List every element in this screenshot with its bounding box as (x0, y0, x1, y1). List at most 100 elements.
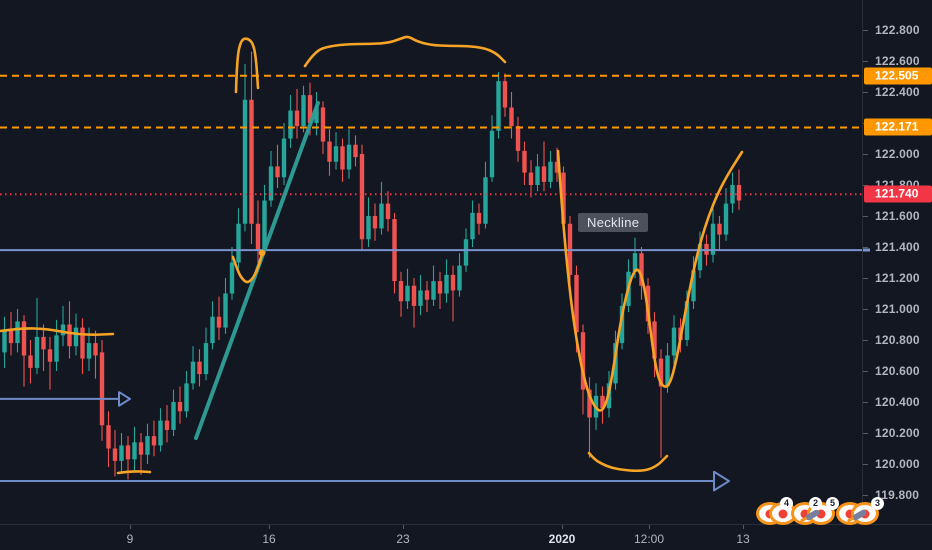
candle-body (138, 442, 144, 455)
time-axis-label: 13 (736, 532, 750, 546)
candle-body (288, 110, 293, 139)
candle-body (86, 343, 92, 359)
resistance-upper-price-badge[interactable]: 122.505 (864, 67, 932, 85)
price-tick (863, 495, 868, 496)
candle-body (184, 383, 189, 412)
candle-body (275, 166, 280, 178)
candle-body (216, 316, 222, 328)
candle-body (73, 327, 79, 347)
price-tick (863, 371, 868, 372)
candle-body (145, 436, 150, 455)
candle-body (405, 285, 410, 302)
candle-body (522, 150, 527, 173)
candle-body (112, 448, 118, 461)
time-axis-label: 9 (126, 532, 134, 546)
time-tick (649, 525, 650, 529)
candle-body (28, 355, 33, 368)
candle-body (210, 316, 215, 344)
candle-body (697, 243, 703, 271)
candle-body (301, 95, 306, 127)
price-tick (863, 185, 868, 186)
candle-body (132, 442, 137, 460)
price-axis-label: 119.800 (875, 488, 920, 502)
candle-body (665, 355, 670, 387)
price-axis-label: 122.800 (875, 23, 920, 37)
candle-body (528, 172, 534, 185)
candle-body (613, 343, 618, 384)
candle-body (158, 420, 163, 446)
candle-body (15, 321, 20, 344)
candle-body (476, 212, 482, 224)
spike-cap-drawing[interactable] (234, 37, 260, 94)
candle-body (496, 81, 501, 131)
time-tick (130, 525, 131, 529)
candle-body (730, 185, 735, 204)
top-brace-drawing[interactable] (303, 35, 507, 68)
candle-body (2, 330, 7, 353)
candle-body (80, 327, 85, 359)
neckline-price-price-badge[interactable]: 121.740 (864, 185, 932, 203)
candle-body (314, 107, 319, 123)
candle-body (444, 274, 449, 294)
candle-body (548, 161, 553, 182)
candle-body (190, 361, 196, 384)
left-wave-drawing[interactable] (0, 327, 115, 336)
candle-body (203, 343, 209, 375)
price-axis-label: 122.600 (875, 54, 920, 68)
candle-body (41, 336, 46, 350)
candle-body (535, 166, 540, 185)
pullback-u-drawing[interactable] (231, 252, 264, 284)
time-axis[interactable]: 9 16 23 2020 12:00 13 (0, 524, 932, 550)
candle-body (333, 146, 339, 162)
candle-body (450, 274, 456, 291)
candle-body (268, 166, 274, 201)
candle-body (717, 223, 722, 235)
candle-body (385, 203, 391, 220)
candle-body (671, 327, 677, 356)
candle-body (418, 290, 423, 306)
candle-body (106, 425, 111, 449)
candle-body (639, 253, 644, 286)
candle-body (437, 281, 443, 294)
support-line-axis-tick (863, 248, 870, 252)
curve-endpoint-dot[interactable] (258, 249, 266, 257)
candle-body (327, 141, 332, 162)
candle-body (580, 332, 586, 390)
candle-body (353, 144, 358, 158)
price-axis[interactable]: 122.800122.600122.400122.200122.000121.8… (862, 0, 932, 524)
time-tick (562, 525, 563, 529)
candle-body (21, 321, 27, 356)
candle-body (431, 281, 436, 300)
price-axis-label: 120.600 (875, 364, 920, 378)
resistance-lower-price-badge[interactable]: 122.171 (864, 118, 932, 136)
candle-body (619, 305, 625, 344)
candle-body (307, 95, 313, 123)
candles (2, 51, 742, 480)
candle-body (164, 420, 170, 430)
bottom-squiggle-drawing[interactable] (587, 451, 669, 473)
w-pattern-trace-drawing[interactable] (556, 149, 744, 412)
candle-body (509, 107, 514, 127)
price-axis-label: 120.200 (875, 426, 920, 440)
candle-body (379, 203, 384, 229)
neckline-label[interactable]: Neckline (578, 213, 649, 232)
left-support-arrow-head (118, 391, 131, 407)
candle-body (340, 146, 345, 170)
candle-body (197, 361, 202, 375)
candle-body (463, 239, 469, 266)
candle-body (294, 110, 300, 127)
price-axis-label: 120.800 (875, 333, 920, 347)
candle-body (236, 223, 241, 263)
price-axis-label: 120.000 (875, 457, 920, 471)
candle-body (262, 200, 267, 251)
price-axis-label: 122.000 (875, 147, 920, 161)
low-underline-drawing[interactable] (116, 470, 152, 475)
candle-body (372, 216, 378, 229)
price-axis-label: 122.400 (875, 85, 920, 99)
price-axis-label: 121.600 (875, 209, 920, 223)
candle-body (54, 335, 59, 362)
candle-body (541, 166, 547, 182)
candle-body (652, 321, 657, 359)
